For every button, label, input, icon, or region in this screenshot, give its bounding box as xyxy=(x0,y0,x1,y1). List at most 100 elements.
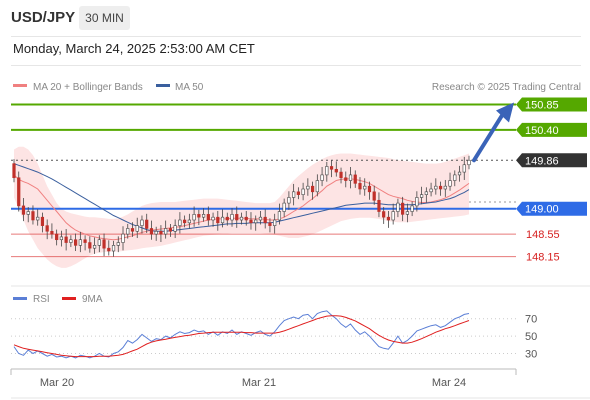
candle-body xyxy=(31,211,35,221)
candle-body xyxy=(59,236,63,241)
candle-body xyxy=(367,185,372,193)
candle-body xyxy=(50,230,54,235)
candle-body xyxy=(12,163,16,179)
candle-body xyxy=(443,185,447,190)
rsi-line xyxy=(13,310,470,359)
candle-body xyxy=(457,171,462,176)
candle-body xyxy=(40,216,45,226)
candle-body xyxy=(429,188,433,193)
candle-body xyxy=(320,174,324,181)
candle-body xyxy=(358,183,362,190)
price-panel: 150.85 150.40 149.86 149.00 148.55 148.15 xyxy=(11,97,587,268)
candle-body xyxy=(26,211,30,215)
candle-body xyxy=(386,216,391,221)
candle-body xyxy=(178,219,182,226)
candle-body xyxy=(424,191,428,195)
candle-body xyxy=(74,239,78,246)
candle-body xyxy=(405,211,409,215)
rsi-legend-label: RSI xyxy=(33,294,50,305)
candle-body xyxy=(206,214,210,221)
level-tag-3 xyxy=(516,201,587,216)
candle-body xyxy=(69,239,73,243)
candle-body xyxy=(438,185,443,190)
level-tag-2 xyxy=(516,153,587,168)
ma50-legend-swatch xyxy=(156,84,170,87)
candle-body xyxy=(310,185,315,193)
candle-body xyxy=(187,219,191,224)
candle-body xyxy=(17,177,21,207)
candle-body xyxy=(173,225,177,232)
candle-body xyxy=(159,230,163,235)
candle-body xyxy=(145,219,149,229)
candle-body xyxy=(183,219,187,224)
candle-body xyxy=(401,202,405,215)
candle-body xyxy=(154,230,158,235)
level-label-1: 150.40 xyxy=(525,125,559,137)
candle-body xyxy=(111,245,116,252)
candle-body xyxy=(315,180,319,193)
candle-body xyxy=(292,191,296,198)
candle-body xyxy=(230,214,234,221)
candle-body xyxy=(126,228,130,235)
candle-body xyxy=(329,166,334,170)
candle-body xyxy=(287,197,291,204)
candle-body xyxy=(197,214,201,218)
candle-body xyxy=(107,247,111,252)
candle-body xyxy=(448,180,452,187)
research-credit: Research © 2025 Trading Central xyxy=(432,82,581,93)
candle-body xyxy=(140,219,144,226)
rsi-legend-swatch xyxy=(13,297,27,300)
candle-body xyxy=(467,159,471,166)
bollinger-band-fill xyxy=(14,146,469,268)
candle-body xyxy=(268,222,272,226)
candle-body xyxy=(263,216,267,224)
chart-datetime: Monday, March 24, 2025 2:53:00 AM CET xyxy=(13,41,255,56)
candle-body xyxy=(372,191,376,201)
currency-pair-title: USD/JPY xyxy=(11,9,76,26)
candle-body xyxy=(434,185,438,190)
candle-body xyxy=(239,216,244,221)
candle-body xyxy=(296,191,300,195)
candle-body xyxy=(36,216,40,221)
candle-body xyxy=(348,174,353,181)
chart-header: USD/JPY 30 MIN xyxy=(0,0,590,36)
level-label-5: 148.15 xyxy=(526,252,560,264)
rsi-legend: RSI 9MA xyxy=(13,294,103,305)
candle-body xyxy=(396,202,400,212)
header-divider xyxy=(11,36,581,37)
candle-body xyxy=(88,242,92,249)
candle-body xyxy=(258,216,263,221)
datetime-divider xyxy=(11,65,581,66)
price-legend: MA 20 + Bollinger Bands MA 50 Research ©… xyxy=(13,82,581,93)
level-label-0: 150.85 xyxy=(525,99,559,111)
candle-body xyxy=(410,205,414,212)
candle-body xyxy=(334,168,338,173)
rsi-ma-legend-swatch xyxy=(62,297,76,300)
candle-body xyxy=(225,216,229,221)
candle-body xyxy=(415,197,419,207)
x-label-mar20: Mar 20 xyxy=(40,377,74,389)
candle-body xyxy=(353,174,357,184)
candle-body xyxy=(273,219,277,226)
candle-body xyxy=(64,236,68,243)
candle-body xyxy=(220,216,225,224)
candle-body xyxy=(168,228,173,232)
candle-body xyxy=(201,214,206,218)
rsi-panel: 70 50 30 xyxy=(11,310,537,361)
candle-body xyxy=(92,245,97,249)
candle-body xyxy=(306,185,310,190)
candle-body xyxy=(453,174,457,181)
target-arrow-shaft xyxy=(472,113,504,163)
level-label-3: 149.00 xyxy=(525,204,559,216)
candle-body xyxy=(102,239,106,249)
candle-body xyxy=(45,225,49,232)
rsi-ma-line xyxy=(13,315,470,358)
timeframe-badge[interactable]: 30 MIN xyxy=(79,6,130,30)
candle-body xyxy=(116,242,120,246)
candle-body xyxy=(55,233,59,241)
candle-body xyxy=(244,216,248,221)
candle-body xyxy=(249,219,253,224)
level-tag-0 xyxy=(516,97,587,112)
level-label-2: 149.86 xyxy=(525,155,559,167)
